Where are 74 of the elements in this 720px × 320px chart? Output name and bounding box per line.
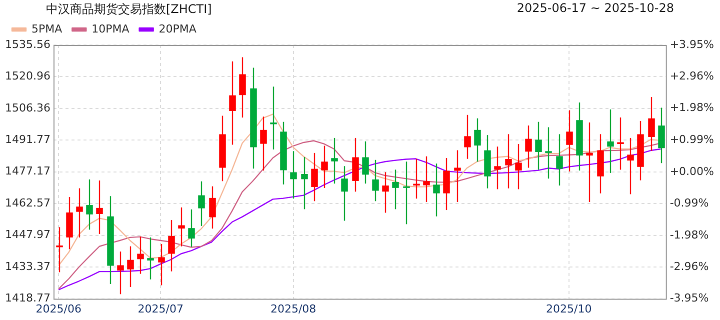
y-tick-label: 1491.77 xyxy=(4,133,50,146)
x-tick-label: 2025/06 xyxy=(36,302,82,316)
y-tick-label: 1506.36 xyxy=(4,101,50,114)
y-tick-label: 1418.77 xyxy=(4,292,50,305)
candlestick xyxy=(382,172,389,214)
candlestick xyxy=(290,150,297,200)
candlestick xyxy=(198,180,205,227)
candlestick xyxy=(474,118,481,162)
candlestick xyxy=(515,143,522,190)
candlestick xyxy=(535,121,542,170)
candlestick xyxy=(362,140,369,184)
candlestick xyxy=(392,169,399,210)
candlestick xyxy=(648,96,655,152)
candlestick xyxy=(505,134,512,189)
candlestick xyxy=(239,56,246,118)
candlestick xyxy=(454,150,461,203)
y-tick-label: 1520.96 xyxy=(4,70,50,83)
candlestick xyxy=(607,108,614,174)
candlestick xyxy=(494,146,501,190)
candlestick xyxy=(178,206,185,247)
candlestick xyxy=(433,162,440,217)
y2-tick-label: +0.00% xyxy=(670,164,714,178)
candlestick xyxy=(311,152,318,202)
candlestick xyxy=(188,208,195,248)
candlestick xyxy=(403,161,410,225)
candlestick xyxy=(352,137,359,192)
y2-tick-label: -0.99% xyxy=(670,196,709,210)
y2-tick-label: +1.98% xyxy=(670,101,714,114)
y2-tick-label: -3.95% xyxy=(670,292,709,305)
candlestick xyxy=(86,178,93,230)
legend-label: 5PMA xyxy=(32,22,63,36)
candlestick xyxy=(545,126,552,180)
candlestick xyxy=(96,180,103,235)
y-tick-label: 1477.17 xyxy=(4,164,50,178)
x-tick-label: 2025/08 xyxy=(270,302,316,316)
y-tick-label: 1433.37 xyxy=(4,260,50,273)
candlestick xyxy=(423,156,430,203)
y-tick-label: 1447.97 xyxy=(4,228,50,242)
candlestick xyxy=(586,122,593,203)
candlestick xyxy=(147,236,154,280)
y2-tick-label: +2.96% xyxy=(670,70,714,83)
x-tick-label: 2025/10 xyxy=(546,302,592,316)
candlestick xyxy=(76,188,83,238)
candlestick xyxy=(566,110,573,172)
chart-title: 中汉商品期货交易指数[ZHCTI] xyxy=(46,1,212,18)
candlestick xyxy=(331,137,338,184)
candlestick xyxy=(525,124,532,168)
candlestick xyxy=(137,236,144,274)
legend-label: 10PMA xyxy=(92,22,130,36)
candlestick xyxy=(372,159,379,202)
candlestick xyxy=(301,156,308,210)
candlestick xyxy=(168,219,175,272)
y2-tick-label: -2.96% xyxy=(670,260,709,273)
candlestick xyxy=(127,246,134,288)
y2-tick-label: +3.95% xyxy=(670,38,714,51)
chart-subtitle: 2025-06-17 ~ 2025-10-28 xyxy=(516,1,674,15)
candlestick xyxy=(443,158,450,211)
candlestick xyxy=(556,134,563,186)
candlestick xyxy=(658,107,665,164)
candlestick xyxy=(627,137,634,195)
candlestick xyxy=(158,243,165,286)
y2-tick-label: -1.98% xyxy=(670,228,709,242)
y-tick-label: 1462.57 xyxy=(4,196,50,210)
candlestick xyxy=(117,250,124,295)
candlestick xyxy=(321,145,328,189)
x-tick-label: 2025/07 xyxy=(138,302,184,316)
candlestick xyxy=(260,116,267,172)
candlestick xyxy=(341,166,348,222)
y2-tick-label: +0.99% xyxy=(670,132,714,146)
y-tick-label: 1535.56 xyxy=(4,38,50,51)
candlestick xyxy=(464,114,471,160)
legend-label: 20PMA xyxy=(158,22,197,36)
candlestick xyxy=(209,186,216,230)
candlestick xyxy=(229,60,236,146)
